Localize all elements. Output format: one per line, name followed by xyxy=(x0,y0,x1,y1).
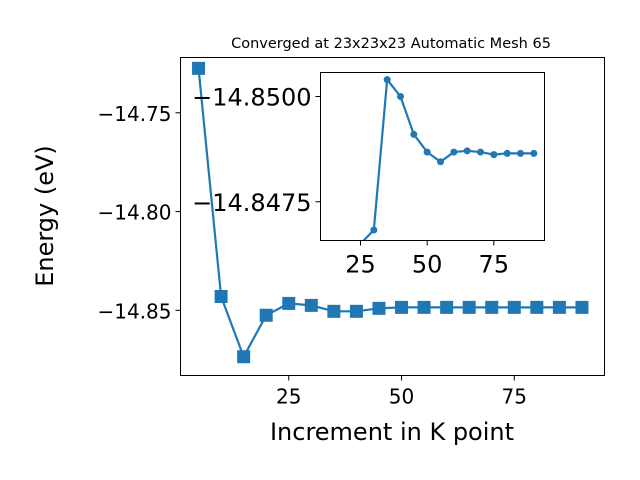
inset-data-point xyxy=(490,151,498,159)
inset-data-point xyxy=(410,130,418,138)
inset-data-point xyxy=(370,226,378,234)
inset-data-point xyxy=(517,149,524,157)
inset-data-point xyxy=(503,149,511,157)
inset-x-tick-label: 50 xyxy=(412,251,443,279)
main-y-tick-label: −14.75 xyxy=(97,102,171,126)
main-x-tick-label: 25 xyxy=(276,385,301,409)
inset-series-clip-group xyxy=(362,76,538,241)
inset-series-layer xyxy=(362,76,538,241)
main-data-point xyxy=(349,304,363,318)
inset-data-point xyxy=(530,149,538,157)
main-data-point xyxy=(440,300,454,314)
inset-data-point xyxy=(423,148,431,156)
main-data-point xyxy=(575,300,589,314)
main-data-point xyxy=(237,350,251,364)
main-y-tick-label: −14.85 xyxy=(97,299,171,323)
inset-y-tick-label: −14.8475 xyxy=(192,189,311,217)
main-data-point xyxy=(304,298,318,312)
inset-data-point xyxy=(383,76,391,84)
main-plot-frame xyxy=(180,57,605,376)
main-data-point xyxy=(192,61,206,75)
chart-title: Converged at 23x23x23 Automatic Mesh 65 xyxy=(231,36,551,52)
inset-plot: 25 50 75 −14.8500 −14.8475 xyxy=(192,72,545,279)
main-data-point xyxy=(372,301,386,315)
main-data-point xyxy=(259,308,273,322)
inset-plot-frame xyxy=(320,72,545,241)
inset-x-tick-label: 75 xyxy=(479,251,510,279)
y-axis-label: Energy (eV) xyxy=(31,145,59,287)
inset-y-tick-label: −14.8500 xyxy=(192,84,311,112)
main-x-tick-label: 50 xyxy=(389,385,414,409)
main-y-ticks: −14.75 −14.80 −14.85 xyxy=(97,102,181,323)
inset-data-point xyxy=(397,93,404,100)
inset-x-ticks: 25 50 75 xyxy=(345,240,510,279)
main-data-point xyxy=(214,289,228,303)
inset-y-ticks: −14.8500 −14.8475 xyxy=(192,84,321,217)
inset-data-point xyxy=(463,147,471,155)
main-data-point xyxy=(507,300,521,314)
inset-x-tick-label: 25 xyxy=(345,251,376,279)
x-axis-label: Increment in K point xyxy=(270,418,514,446)
inset-data-point xyxy=(477,148,484,156)
main-x-tick-label: 75 xyxy=(502,385,527,409)
main-y-tick-label: −14.80 xyxy=(97,201,171,225)
main-data-point xyxy=(552,300,566,314)
main-data-point xyxy=(485,300,499,314)
main-series-layer xyxy=(192,61,589,364)
main-data-point xyxy=(462,300,476,314)
main-plot: Converged at 23x23x23 Automatic Mesh 65 … xyxy=(31,36,605,446)
inset-data-point xyxy=(450,148,458,156)
main-data-point xyxy=(530,300,544,314)
main-x-ticks: 25 50 75 xyxy=(276,375,527,409)
inset-data-point xyxy=(437,158,444,166)
main-data-point xyxy=(417,300,431,314)
main-data-point xyxy=(282,296,296,310)
main-data-point xyxy=(327,304,341,318)
main-data-point xyxy=(395,300,409,314)
